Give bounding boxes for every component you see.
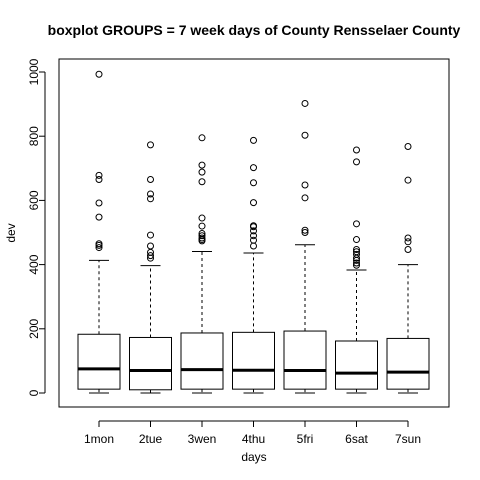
boxes-layer: [77, 70, 430, 394]
outlier-point: [198, 222, 206, 230]
outlier-point: [250, 222, 257, 230]
box-group-3wen: [180, 134, 224, 394]
x-tick-label: 1mon: [84, 432, 114, 446]
box-group-1mon: [77, 70, 121, 394]
outlier-point: [301, 226, 309, 234]
y-tick-label: 0: [27, 389, 41, 396]
x-tick-label: 2tue: [139, 432, 163, 446]
outlier-point: [353, 236, 360, 244]
box-group-5fri: [283, 99, 327, 394]
outlier-point: [95, 171, 103, 179]
outlier-point: [250, 232, 257, 240]
outlier-point: [353, 220, 360, 228]
outlier-point: [147, 190, 154, 198]
y-axis: 0 200 400 600 800 1000: [27, 58, 46, 396]
outlier-point: [147, 141, 154, 149]
outlier-point: [301, 194, 309, 202]
box-iqr: [386, 337, 430, 390]
y-tick-label: 400: [27, 254, 41, 274]
outlier-point: [250, 227, 257, 235]
box-iqr: [232, 331, 275, 390]
box-iqr: [129, 336, 172, 391]
outlier-point: [198, 168, 206, 176]
outlier-point: [404, 142, 412, 150]
outlier-point: [198, 232, 206, 240]
chart-title: boxplot GROUPS = 7 week days of County R…: [48, 22, 461, 38]
outlier-point: [353, 248, 360, 256]
outlier-point: [404, 238, 412, 246]
outlier-point: [198, 134, 206, 142]
outlier-point: [404, 246, 412, 254]
box-group-2tue: [129, 141, 172, 394]
x-tick-label: 3wen: [188, 432, 217, 446]
y-tick-label: 1000: [27, 58, 41, 85]
box-iqr: [283, 330, 327, 390]
outlier-point: [301, 131, 309, 139]
x-axis-title: days: [241, 450, 266, 464]
outlier-point: [353, 259, 360, 267]
outlier-point: [301, 181, 309, 189]
outlier-point: [250, 179, 257, 187]
outlier-point: [147, 242, 154, 250]
outlier-point: [95, 213, 103, 221]
y-tick-label: 600: [27, 190, 41, 210]
outlier-point: [95, 70, 103, 78]
box-group-4thu: [232, 136, 275, 394]
outlier-point: [404, 176, 412, 184]
outlier-point: [301, 99, 309, 107]
plot-frame: [58, 58, 450, 408]
box-iqr: [180, 332, 224, 390]
outlier-point: [353, 261, 360, 269]
outlier-point: [95, 240, 103, 248]
outlier-point: [147, 231, 154, 239]
outlier-point: [353, 158, 360, 166]
outlier-point: [301, 229, 309, 236]
box-iqr: [335, 340, 378, 390]
outlier-point: [353, 246, 360, 254]
outlier-point: [95, 199, 103, 207]
y-tick-label: 800: [27, 126, 41, 146]
outlier-point: [147, 195, 154, 203]
x-tick-label: 7sun: [395, 432, 421, 446]
outlier-point: [198, 161, 206, 169]
box-group-7sun: [386, 142, 430, 394]
box-group-6sat: [335, 146, 378, 394]
outlier-point: [250, 242, 257, 250]
x-tick-label: 5fri: [297, 432, 314, 446]
outlier-point: [147, 252, 154, 260]
outlier-point: [198, 214, 206, 222]
outlier-point: [250, 236, 257, 244]
outlier-point: [353, 250, 360, 258]
outlier-point: [250, 164, 257, 172]
x-axis: 1mon 2tue 3wen 4thu 5fri 6sat 7sun: [84, 420, 421, 446]
outlier-point: [95, 176, 103, 184]
y-axis-title: dev: [4, 223, 18, 242]
outlier-point: [250, 136, 257, 144]
outlier-point: [353, 146, 360, 154]
outlier-point: [95, 244, 103, 252]
y-tick-label: 200: [27, 318, 41, 338]
outlier-point: [404, 234, 412, 242]
outlier-point: [147, 176, 154, 184]
x-tick-label: 6sat: [345, 432, 368, 446]
outlier-point: [198, 229, 206, 237]
outlier-point: [250, 199, 257, 207]
outlier-point: [198, 234, 206, 242]
box-iqr: [77, 333, 121, 390]
x-tick-label: 4thu: [242, 432, 265, 446]
outlier-point: [198, 178, 206, 186]
